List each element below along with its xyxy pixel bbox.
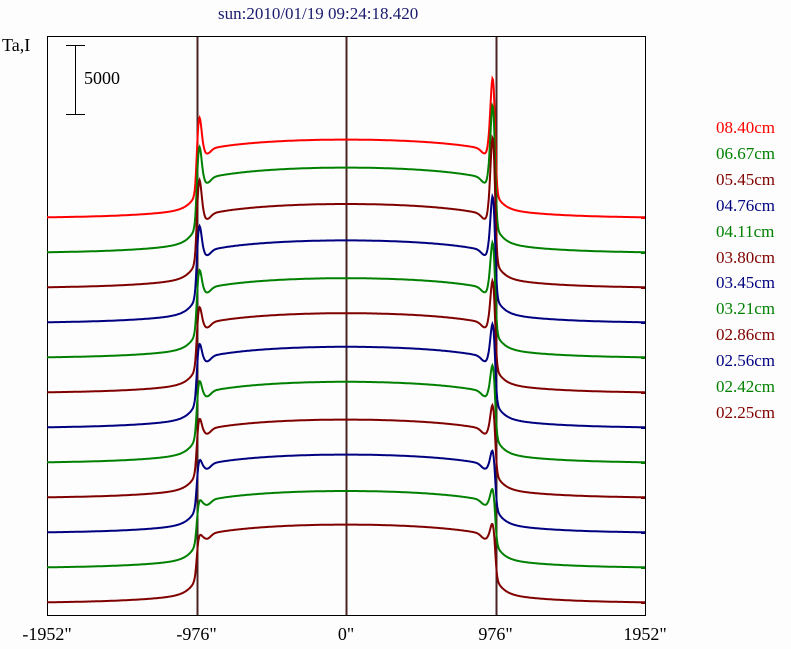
series-02.86cm (47, 402, 645, 499)
legend-entry: 04.11cm (716, 221, 775, 241)
legend-entry: 05.45cm (716, 169, 776, 189)
series-04.11cm (47, 239, 645, 359)
series-04.76cm (47, 192, 645, 324)
chart-title: sun:2010/01/19 09:24:18.420 (218, 4, 419, 23)
series-03.21cm (47, 362, 645, 464)
x-tick-label: 1952" (623, 624, 667, 644)
legend-entry: 08.40cm (716, 118, 776, 137)
legend-entry: 06.67cm (716, 143, 776, 163)
y-axis-label: Ta,I (2, 35, 31, 55)
x-tick-label: -1952" (22, 624, 72, 644)
legend-entry: 03.21cm (716, 299, 776, 319)
legend-entry: 03.45cm (716, 273, 776, 293)
x-tick-label: 976" (478, 624, 513, 644)
scale-bar (66, 45, 85, 115)
x-tick-label: 0" (337, 624, 355, 644)
legend-entry: 02.86cm (716, 325, 776, 345)
series-08.40cm (47, 75, 645, 219)
series-06.67cm (47, 102, 645, 254)
series-02.42cm (47, 487, 645, 569)
series-02.25cm (47, 522, 645, 604)
legend-entry: 02.56cm (716, 351, 776, 371)
series-05.45cm (47, 134, 645, 289)
series-02.56cm (47, 449, 645, 534)
scale-bar-label: 5000 (84, 68, 120, 88)
legend-entry: 02.25cm (716, 402, 776, 422)
legend-entry: 04.76cm (716, 195, 776, 215)
series-03.80cm (47, 277, 645, 394)
legend-entry: 02.42cm (716, 377, 776, 396)
legend-entry: 03.80cm (716, 247, 776, 267)
plot-frame (47, 36, 646, 616)
series-03.45cm (47, 320, 645, 429)
x-tick-label: -976" (176, 624, 217, 644)
